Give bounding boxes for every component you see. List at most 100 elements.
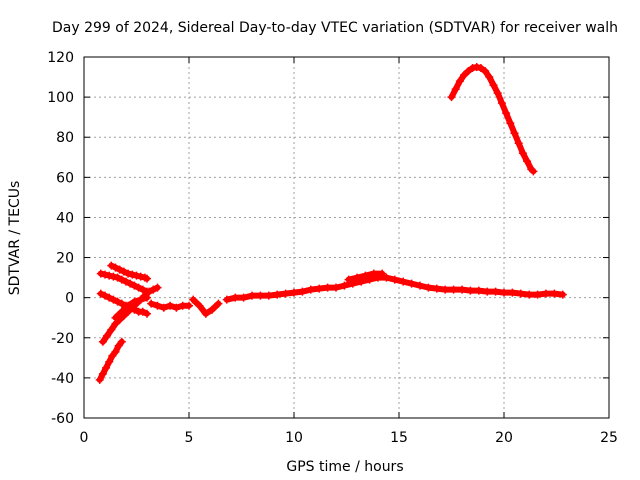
data-point bbox=[214, 299, 223, 308]
data-point bbox=[264, 291, 273, 300]
data-point bbox=[138, 307, 147, 316]
y-tick-label: 60 bbox=[56, 170, 74, 186]
y-tick-label: 20 bbox=[56, 251, 74, 267]
y-tick-label: -40 bbox=[51, 371, 74, 387]
data-point bbox=[98, 337, 107, 346]
data-point bbox=[208, 305, 217, 314]
data-point bbox=[143, 293, 151, 302]
data-point bbox=[103, 331, 112, 340]
data-point bbox=[369, 269, 378, 278]
data-point bbox=[153, 301, 162, 310]
x-tick-label: 20 bbox=[495, 430, 513, 446]
data-point bbox=[172, 303, 181, 312]
data-point bbox=[222, 295, 231, 304]
data-point bbox=[98, 369, 107, 378]
y-tick-label: -60 bbox=[51, 411, 74, 427]
data-point bbox=[138, 285, 147, 294]
data-point bbox=[407, 279, 416, 288]
y-tick-label: 120 bbox=[47, 50, 74, 66]
data-point bbox=[248, 291, 256, 300]
data-point bbox=[460, 71, 469, 80]
data-point bbox=[166, 301, 175, 310]
data-point bbox=[508, 288, 517, 297]
data-point bbox=[550, 289, 559, 298]
data-point bbox=[518, 149, 527, 158]
data-point bbox=[344, 275, 353, 284]
data-point bbox=[468, 64, 477, 73]
data-point bbox=[124, 269, 133, 278]
data-point bbox=[130, 281, 139, 290]
data-point bbox=[481, 67, 490, 76]
data-point bbox=[449, 285, 458, 294]
data-point bbox=[506, 119, 515, 128]
data-point bbox=[117, 299, 126, 308]
data-point bbox=[361, 271, 370, 280]
data-point bbox=[340, 281, 349, 290]
data-point bbox=[95, 375, 104, 384]
data-point bbox=[378, 269, 387, 278]
x-tick-label: 15 bbox=[390, 430, 408, 446]
data-point bbox=[111, 347, 120, 356]
x-axis-label: GPS time / hours bbox=[286, 459, 403, 475]
data-point bbox=[107, 261, 116, 270]
data-point bbox=[117, 337, 126, 346]
data-point bbox=[500, 288, 508, 297]
data-point bbox=[476, 64, 485, 73]
data-point bbox=[115, 265, 124, 274]
x-tick-label: 0 bbox=[80, 430, 89, 446]
data-point bbox=[281, 289, 290, 298]
y-tick-label: -20 bbox=[51, 331, 74, 347]
x-tick-label: 25 bbox=[600, 430, 618, 446]
data-point bbox=[159, 303, 168, 312]
data-point bbox=[529, 167, 538, 176]
data-point bbox=[143, 274, 151, 283]
data-point bbox=[510, 129, 519, 138]
points-layer bbox=[95, 63, 567, 384]
y-axis-label: SDTVAR / TECUs bbox=[7, 181, 23, 296]
data-point bbox=[502, 109, 511, 118]
data-point bbox=[189, 295, 198, 304]
data-point bbox=[290, 288, 298, 297]
data-point bbox=[458, 285, 466, 294]
data-point bbox=[105, 357, 114, 366]
data-point bbox=[119, 267, 128, 276]
data-point bbox=[489, 81, 498, 90]
data-point bbox=[525, 290, 534, 299]
data-point bbox=[130, 297, 139, 306]
data-point bbox=[147, 299, 156, 308]
data-point bbox=[201, 309, 210, 318]
data-point bbox=[464, 67, 473, 76]
plot-frame bbox=[83, 56, 610, 419]
data-point bbox=[149, 285, 158, 294]
y-tick-label: 100 bbox=[47, 90, 74, 106]
data-point bbox=[130, 305, 139, 314]
data-point bbox=[483, 287, 492, 296]
tick-label-layer: -60 -40 -20 0 20 40 60 80 100 120 0 5 10 15 20 25 bbox=[47, 50, 618, 446]
data-point bbox=[124, 301, 133, 310]
data-point bbox=[466, 286, 475, 295]
data-point bbox=[332, 283, 340, 292]
data-point bbox=[136, 272, 145, 281]
data-point bbox=[109, 272, 118, 281]
data-point bbox=[126, 279, 135, 288]
data-point bbox=[485, 73, 494, 82]
data-point bbox=[153, 283, 162, 292]
data-point bbox=[143, 309, 151, 318]
data-point bbox=[231, 293, 240, 302]
data-point bbox=[105, 293, 114, 302]
data-point bbox=[256, 291, 265, 300]
data-point bbox=[107, 325, 116, 334]
data-point bbox=[111, 263, 120, 272]
data-point bbox=[108, 351, 117, 360]
data-point bbox=[542, 289, 550, 298]
data-point bbox=[451, 85, 460, 94]
data-point bbox=[105, 271, 114, 280]
data-point bbox=[399, 277, 408, 286]
y-tick-label: 80 bbox=[56, 130, 74, 146]
data-point bbox=[441, 285, 450, 294]
data-point bbox=[102, 363, 111, 372]
y-tick-label: 0 bbox=[65, 291, 74, 307]
series-band bbox=[209, 300, 222, 313]
data-point bbox=[382, 273, 391, 282]
data-point bbox=[113, 273, 122, 282]
